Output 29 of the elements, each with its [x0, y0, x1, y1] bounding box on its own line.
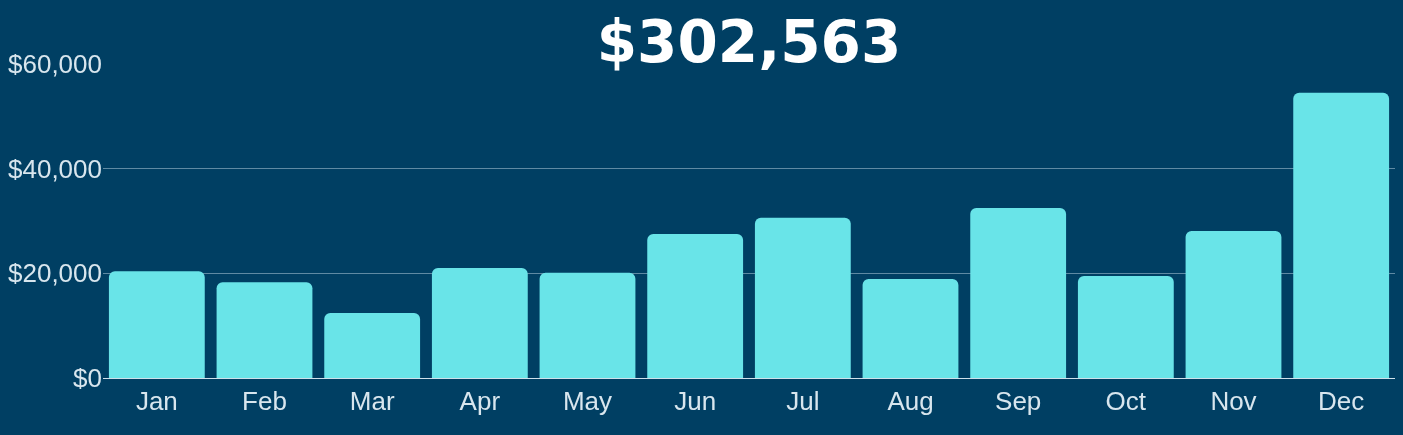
bar	[647, 234, 744, 378]
bar	[862, 279, 959, 378]
bar	[108, 271, 205, 378]
y-tick-label: $60,000	[8, 49, 102, 80]
bar	[431, 268, 528, 378]
x-tick-label: Oct	[1105, 386, 1147, 417]
chart-title: $302,563	[596, 7, 902, 76]
x-tick-label: Sep	[995, 386, 1042, 417]
bar	[216, 282, 313, 378]
x-tick-label: Feb	[242, 386, 287, 417]
y-tick-label: $40,000	[8, 153, 102, 184]
bar	[1077, 275, 1174, 378]
x-tick-label: Jun	[674, 386, 717, 417]
x-tick-label: Nov	[1210, 386, 1257, 417]
x-tick-label: Jan	[135, 386, 178, 417]
x-tick-label: Mar	[349, 386, 395, 417]
x-tick-label: Jul	[786, 386, 820, 417]
bar	[324, 313, 421, 378]
x-tick-label: Aug	[887, 386, 934, 417]
x-tick-label: Apr	[459, 386, 501, 417]
x-tick-label: May	[562, 386, 613, 417]
bar	[1185, 230, 1282, 378]
bar	[1293, 92, 1390, 378]
x-tick-label: Dec	[1318, 386, 1365, 417]
bar	[754, 217, 851, 378]
y-tick-label: $20,000	[8, 258, 102, 289]
bar	[970, 207, 1067, 378]
y-tick-label: $0	[73, 363, 102, 394]
bar	[539, 272, 636, 378]
